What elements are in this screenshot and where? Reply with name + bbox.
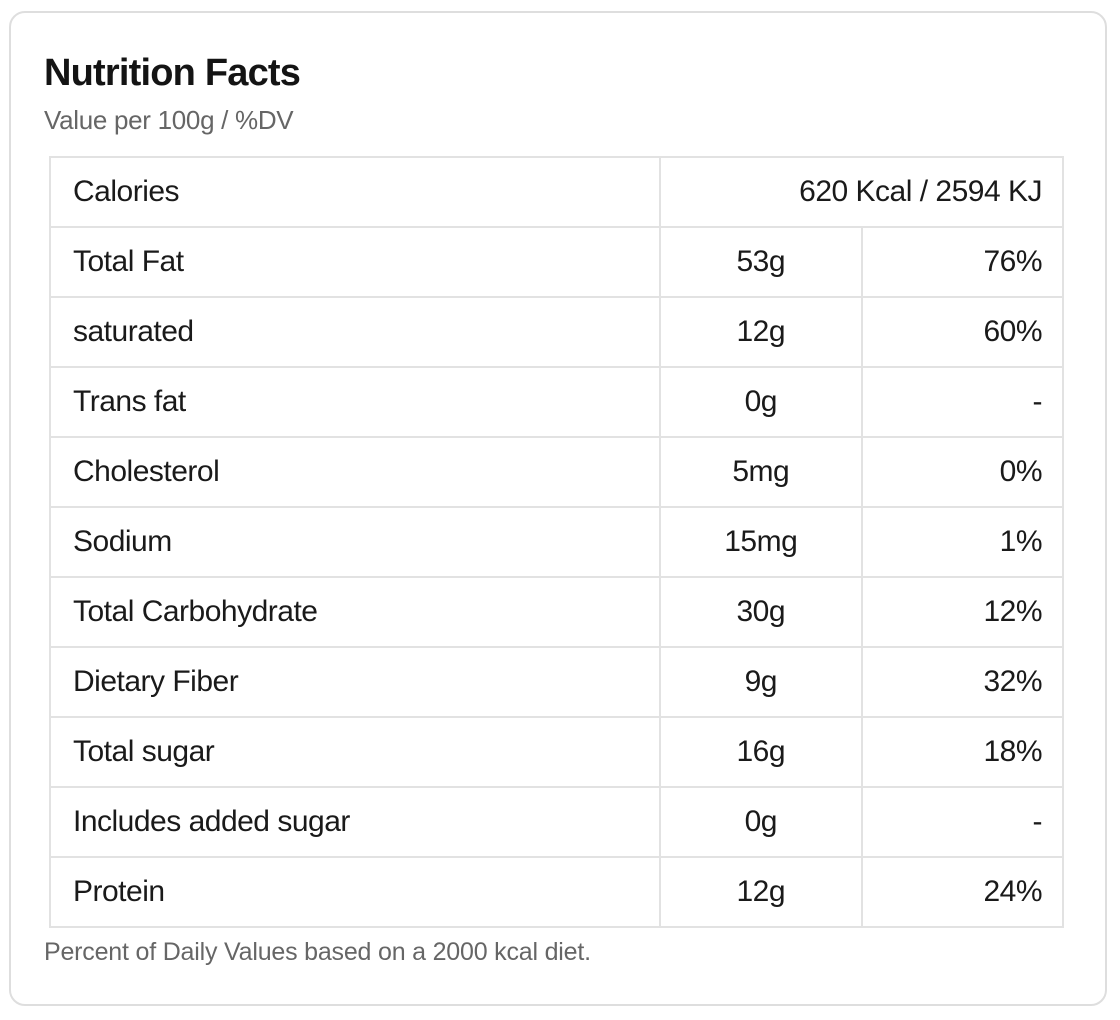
nutrient-dv: 1%	[860, 505, 1064, 578]
nutrient-label: Total sugar	[49, 715, 661, 788]
nutrient-label: Cholesterol	[49, 435, 661, 508]
nutrient-amount: 5mg	[659, 435, 863, 508]
page-subtitle: Value per 100g / %DV	[44, 104, 294, 135]
nutrient-dv: 12%	[860, 575, 1064, 648]
nutrient-amount: 12g	[659, 855, 863, 928]
calories-value: 620 Kcal / 2594 KJ	[659, 155, 1064, 228]
nutrient-amount: 9g	[659, 645, 863, 718]
nutrient-amount: 53g	[659, 225, 863, 298]
nutrient-label: Trans fat	[49, 365, 661, 438]
nutrient-dv: 60%	[860, 295, 1064, 368]
table-row: saturated 12g 60%	[49, 295, 1064, 368]
nutrient-label: Dietary Fiber	[49, 645, 661, 718]
nutrient-dv: 18%	[860, 715, 1064, 788]
nutrition-facts-card: Nutrition Facts Value per 100g / %DV Cal…	[9, 11, 1107, 1006]
nutrient-amount: 30g	[659, 575, 863, 648]
nutrient-label: Sodium	[49, 505, 661, 578]
calories-row: Calories 620 Kcal / 2594 KJ	[49, 155, 1064, 228]
nutrient-amount: 16g	[659, 715, 863, 788]
nutrient-dv: 32%	[860, 645, 1064, 718]
table-row: Total sugar 16g 18%	[49, 715, 1064, 788]
nutrient-amount: 12g	[659, 295, 863, 368]
nutrition-table: Calories 620 Kcal / 2594 KJ Total Fat 53…	[49, 155, 1064, 928]
nutrient-amount: 0g	[659, 365, 863, 438]
nutrient-dv: 0%	[860, 435, 1064, 508]
calories-label: Calories	[49, 155, 661, 228]
nutrient-amount: 0g	[659, 785, 863, 858]
nutrient-label: Total Fat	[49, 225, 661, 298]
table-row: Protein 12g 24%	[49, 855, 1064, 928]
nutrient-label: Protein	[49, 855, 661, 928]
table-row: Total Carbohydrate 30g 12%	[49, 575, 1064, 648]
nutrient-label: Includes added sugar	[49, 785, 661, 858]
table-row: Total Fat 53g 76%	[49, 225, 1064, 298]
table-row: Sodium 15mg 1%	[49, 505, 1064, 578]
table-row: Dietary Fiber 9g 32%	[49, 645, 1064, 718]
table-row: Trans fat 0g -	[49, 365, 1064, 438]
table-row: Includes added sugar 0g -	[49, 785, 1064, 858]
nutrient-dv: 76%	[860, 225, 1064, 298]
nutrient-dv: -	[860, 365, 1064, 438]
nutrient-label: saturated	[49, 295, 661, 368]
nutrient-dv: 24%	[860, 855, 1064, 928]
nutrient-label: Total Carbohydrate	[49, 575, 661, 648]
daily-values-footnote: Percent of Daily Values based on a 2000 …	[44, 937, 591, 966]
page-title: Nutrition Facts	[44, 52, 301, 94]
nutrient-amount: 15mg	[659, 505, 863, 578]
nutrient-dv: -	[860, 785, 1064, 858]
table-row: Cholesterol 5mg 0%	[49, 435, 1064, 508]
